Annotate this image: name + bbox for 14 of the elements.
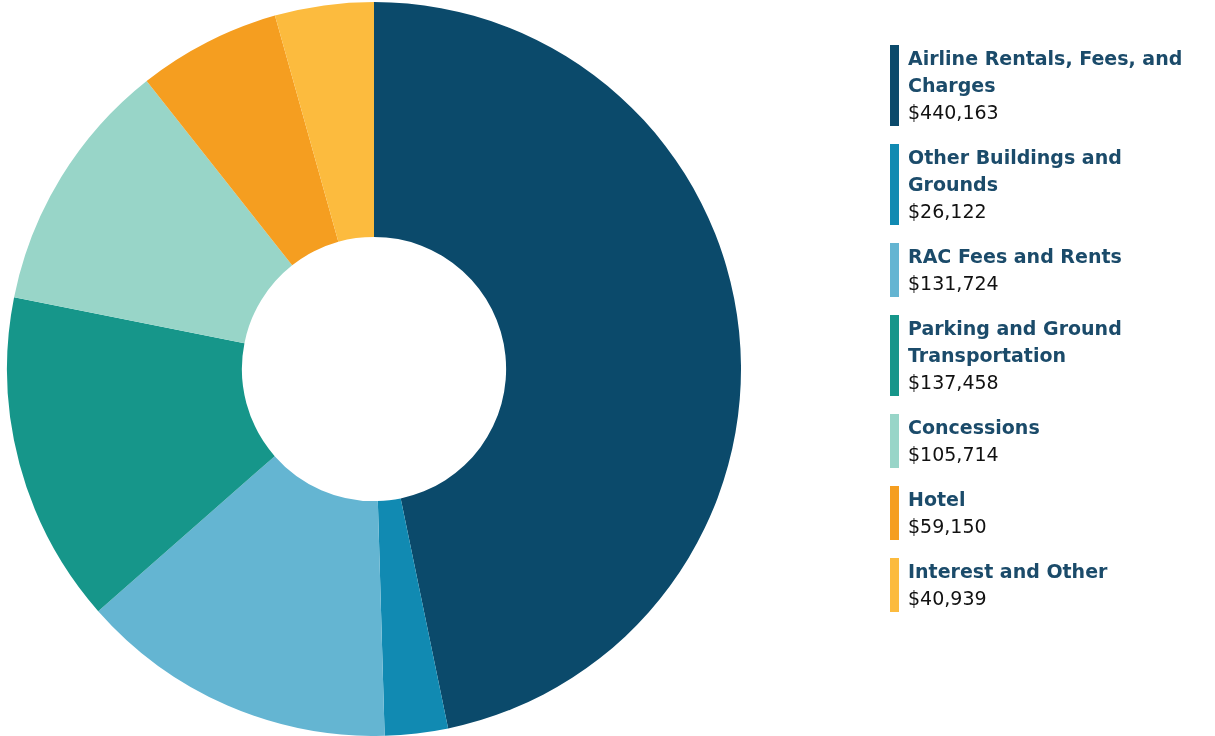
data-label: $137,458 [908,370,1000,395]
data-label: $131,724 [908,271,1000,296]
legend-label: Hotel [908,487,967,512]
legend-label: Airline Rentals, Fees, and Charges [908,46,1184,98]
data-label: $59,150 [908,514,987,539]
data-label: $40,939 [908,586,988,611]
legend-label: Parking and Ground Transportation [908,316,1123,368]
legend-label: Other Buildings and Grounds [908,145,1123,197]
legend-label: RAC Fees and Rents [908,244,1122,269]
legend-label: Interest and Other [908,559,1108,584]
data-label: $105,714 [908,442,1000,467]
data-label: $26,122 [908,199,988,224]
data-label: $440,163 [908,100,1000,125]
legend-label: Concessions [908,415,1040,440]
